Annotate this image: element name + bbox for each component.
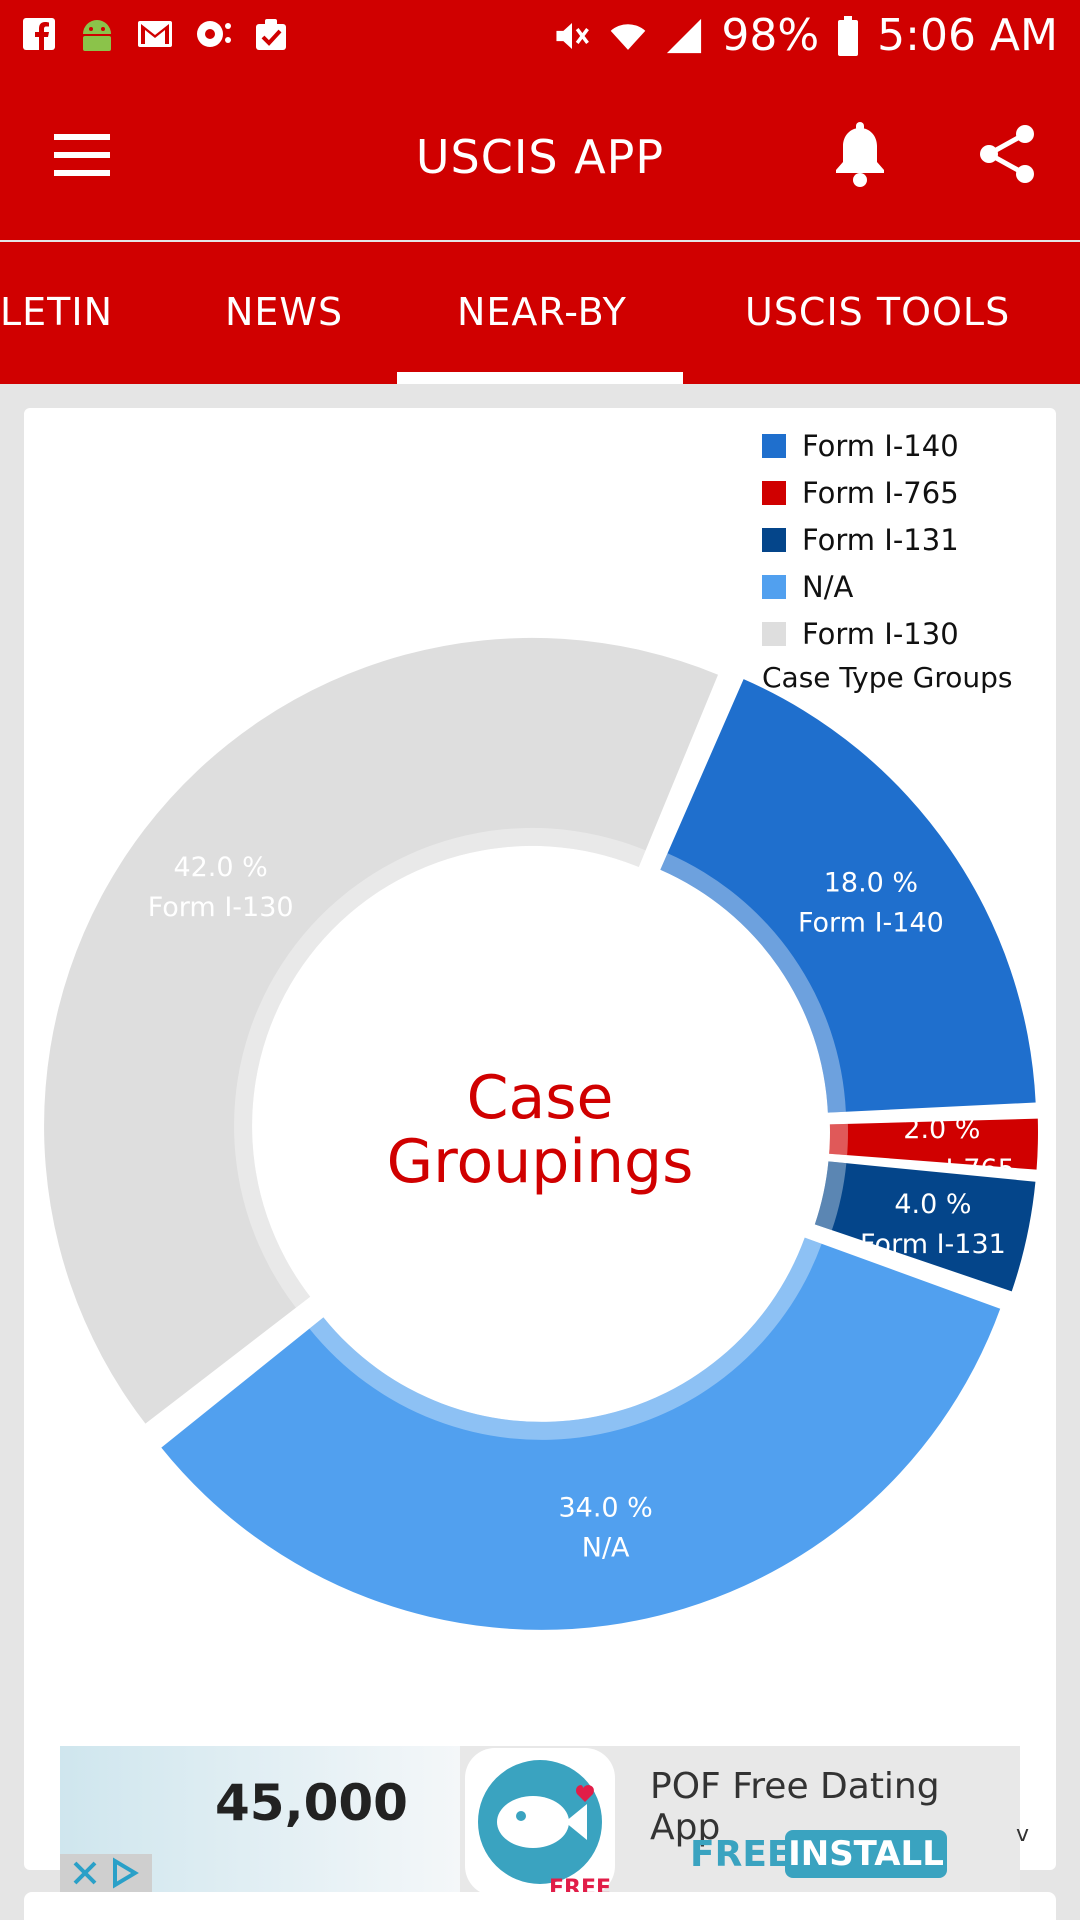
tab-bulletin[interactable]: LETIN <box>0 290 114 334</box>
legend-label: Form I-140 <box>802 428 959 463</box>
pie-slice-halo <box>829 1123 848 1156</box>
facebook-icon <box>20 14 58 54</box>
notification-bell-icon[interactable] <box>830 122 894 192</box>
share-icon[interactable] <box>975 122 1045 192</box>
slice-category-label: Form I-131 <box>860 1229 1006 1260</box>
tab-near-by[interactable]: NEAR-BY <box>457 290 627 334</box>
center-label-line2: Groupings <box>387 1127 694 1197</box>
wifi-icon <box>609 16 647 56</box>
mute-icon <box>553 16 591 56</box>
podcast-icon <box>194 14 232 54</box>
legend-item: Form I-130 <box>762 610 1012 657</box>
ad-logo-text: FREE <box>549 1876 612 1896</box>
slice-value-label: 4.0 % <box>894 1189 971 1220</box>
slice-category-label: Form I-140 <box>798 908 944 939</box>
ad-app-logo[interactable]: FREE <box>465 1748 615 1896</box>
pie-slice[interactable] <box>660 679 1036 1113</box>
ad-number: 45,000 <box>215 1774 408 1832</box>
ad-title: POF Free Dating App <box>650 1766 940 1848</box>
pie-slice[interactable] <box>44 637 719 1424</box>
legend-item: N/A <box>762 563 1012 610</box>
pie-slice[interactable] <box>829 1118 1038 1170</box>
legend-item: Form I-131 <box>762 516 1012 563</box>
pie-slice-halo <box>309 1237 822 1440</box>
legend-label: N/A <box>802 569 854 604</box>
pie-slice[interactable] <box>814 1161 1036 1292</box>
tab-news[interactable]: NEWS <box>225 290 344 334</box>
legend-label: Form I-130 <box>802 616 959 651</box>
slice-value-label: 34.0 % <box>558 1493 652 1524</box>
pie-slice-halo <box>814 1161 847 1231</box>
ad-edge-glyph: v <box>1016 1822 1030 1847</box>
legend-label: Form I-131 <box>802 522 959 557</box>
ad-close-icon[interactable] <box>71 1859 99 1891</box>
app-title: USCIS APP <box>415 130 665 184</box>
gmail-icon <box>136 14 174 54</box>
signal-icon <box>665 16 703 56</box>
pie-slice-halo <box>234 827 646 1308</box>
ad-install-button[interactable]: INSTALL <box>785 1830 947 1878</box>
next-card <box>24 1892 1056 1920</box>
clipboard-check-icon <box>252 14 290 54</box>
hamburger-menu-icon[interactable] <box>52 132 116 184</box>
battery-icon <box>837 15 859 56</box>
clock: 5:06 AM <box>877 10 1058 61</box>
legend-swatch <box>762 574 786 599</box>
legend-swatch <box>762 527 786 552</box>
legend-swatch <box>762 480 786 505</box>
legend-item: Form I-140 <box>762 422 1012 469</box>
app-bar: USCIS APP <box>0 72 1080 240</box>
legend-swatch <box>762 433 786 458</box>
legend-item: Form I-765 <box>762 469 1012 516</box>
slice-value-label: 2.0 % <box>903 1114 980 1145</box>
status-bar: 98% 5:06 AM <box>0 0 1080 72</box>
tab-bar: LETIN NEWS NEAR-BY USCIS TOOLS <box>0 242 1080 384</box>
legend-label: Form I-765 <box>802 475 959 510</box>
legend-swatch <box>762 621 786 646</box>
android-icon <box>78 14 116 54</box>
battery-percent: 98% <box>721 10 820 61</box>
ad-free-label: FREE <box>690 1834 792 1875</box>
legend-title: Case Type Groups <box>762 661 1013 694</box>
adchoices-icon[interactable] <box>109 1857 141 1893</box>
pie-slice[interactable] <box>161 1237 1001 1630</box>
slice-value-label: 18.0 % <box>824 868 918 899</box>
slice-category-label: Form I-130 <box>148 892 294 923</box>
center-label-line1: Case <box>467 1063 614 1133</box>
slice-category-label: N/A <box>582 1533 630 1564</box>
ad-banner[interactable]: 45,000 FREE POF Free Dating App FREE INS… <box>60 1746 1020 1896</box>
tab-selected-indicator <box>397 372 683 384</box>
tab-uscis-tools[interactable]: USCIS TOOLS <box>745 290 1011 334</box>
ad-controls <box>60 1854 152 1896</box>
chart-legend: Form I-140 Form I-765 Form I-131 N/A For… <box>762 422 1012 694</box>
pie-slice-halo <box>660 853 846 1113</box>
slice-value-label: 42.0 % <box>173 852 267 883</box>
